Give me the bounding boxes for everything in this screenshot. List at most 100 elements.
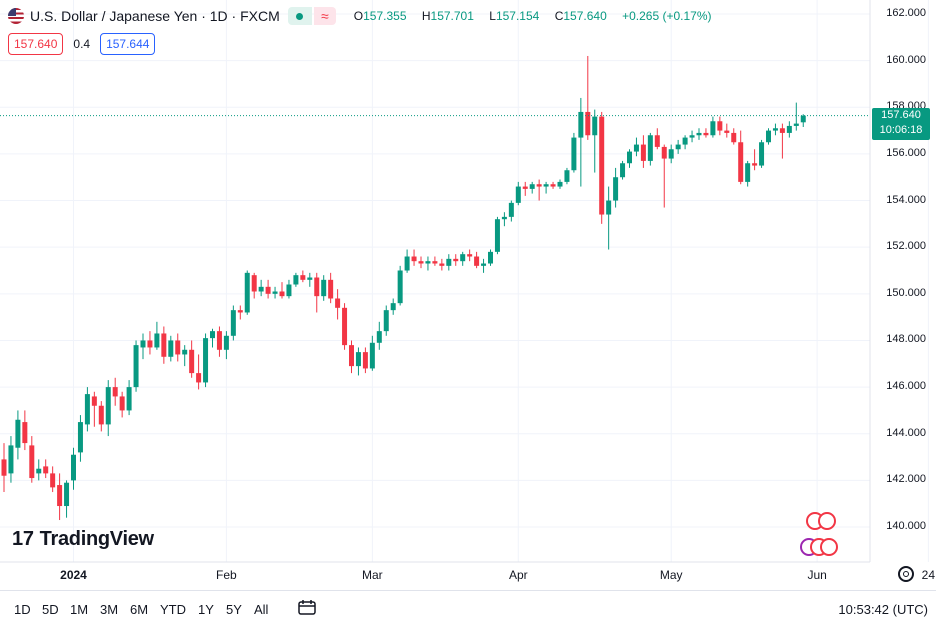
candle-body	[140, 340, 146, 348]
candle	[300, 270, 306, 283]
symbol-title[interactable]: U.S. Dollar / Japanese Yen · 1D · FXCM	[30, 8, 280, 24]
candle-body	[599, 116, 605, 215]
candle-body	[404, 256, 410, 271]
candle	[772, 123, 778, 136]
range-button-5d[interactable]: 5D	[42, 602, 59, 617]
candle-body	[772, 128, 778, 131]
candle-body	[216, 331, 222, 350]
y-tick-label: 140.000	[886, 520, 926, 533]
candle	[147, 331, 153, 355]
candle	[717, 116, 723, 136]
candle-body	[501, 216, 507, 220]
candle-body	[633, 144, 639, 152]
candle-body	[620, 163, 626, 178]
open-value: 157.355	[363, 9, 407, 23]
candle	[223, 331, 229, 360]
candle	[251, 272, 257, 299]
utc-clock[interactable]: 10:53:42 (UTC)	[838, 602, 928, 617]
candle	[328, 272, 334, 304]
tradingview-logo[interactable]: 17 TradingView	[12, 528, 154, 551]
candle-body	[481, 263, 487, 266]
candle	[140, 333, 146, 360]
candle-body	[640, 144, 646, 161]
jp-event-icon[interactable]	[820, 538, 838, 556]
candle	[314, 272, 320, 313]
candle-body	[321, 279, 327, 297]
candle	[112, 377, 118, 406]
candle-body	[119, 396, 125, 411]
candle-body	[536, 184, 542, 187]
range-button-5y[interactable]: 5Y	[226, 602, 242, 617]
candle-body	[77, 422, 83, 453]
candle-body	[230, 310, 236, 336]
candle	[307, 272, 313, 287]
candle	[84, 387, 90, 432]
x-tick-label: Mar	[362, 568, 383, 582]
x-tick-label: 24	[921, 568, 936, 582]
candle	[91, 391, 97, 427]
candle	[501, 212, 507, 227]
candle-body	[383, 310, 389, 332]
range-button-ytd[interactable]: YTD	[160, 602, 186, 617]
candle	[689, 130, 695, 143]
candle	[620, 160, 626, 180]
range-button-3m[interactable]: 3M	[100, 602, 119, 617]
candle-body	[196, 373, 202, 383]
bottom-toolbar: 1D 5D 1M 3M 6M YTD 1Y 5Y All 10:53:42 (UTC)	[0, 590, 936, 621]
buy-price-button[interactable]: 157.644	[100, 33, 156, 55]
candle-body	[91, 396, 97, 406]
candle-body	[390, 303, 396, 311]
candle-body	[522, 186, 528, 189]
range-button-1y[interactable]: 1Y	[198, 602, 214, 617]
candle	[168, 335, 174, 362]
candle	[738, 130, 744, 185]
candle-body	[258, 286, 264, 292]
candle	[404, 249, 410, 273]
settings-icon[interactable]	[898, 566, 914, 582]
candle-body	[418, 261, 424, 264]
last-price-tag: 157.640 10:06:18	[872, 108, 930, 140]
candle	[682, 135, 688, 150]
candle-body	[244, 272, 250, 313]
range-button-6m[interactable]: 6M	[130, 602, 149, 617]
candle-body	[154, 333, 160, 348]
candle-body	[800, 115, 806, 123]
candle	[439, 258, 445, 271]
symbol-header[interactable]: U.S. Dollar / Japanese Yen · 1D · FXCM ≈…	[8, 4, 718, 28]
range-button-1d[interactable]: 1D	[14, 602, 31, 617]
range-button-all[interactable]: All	[254, 602, 269, 617]
candle-body	[223, 335, 229, 350]
candle-body	[112, 387, 118, 397]
sell-price-button[interactable]: 157.640	[8, 33, 64, 55]
x-tick-label: Jun	[807, 568, 827, 582]
candle	[460, 251, 466, 266]
candle-body	[494, 219, 500, 252]
event-markers[interactable]	[800, 512, 840, 558]
candlestick-chart[interactable]	[0, 0, 936, 590]
candle	[349, 340, 354, 374]
candle	[766, 128, 771, 145]
market-status[interactable]: ≈	[287, 7, 336, 25]
tradingview-mark-icon: 17	[12, 528, 34, 550]
candle	[508, 200, 514, 222]
y-tick-label: 146.000	[886, 380, 926, 393]
bid-ask-row: 157.640 0.4 157.644	[8, 33, 156, 55]
candle-body	[8, 445, 14, 474]
candle	[606, 186, 612, 250]
candle-body	[745, 163, 751, 182]
candle	[15, 410, 21, 460]
candle	[335, 289, 341, 320]
candle	[237, 305, 243, 320]
x-tick-label: Apr	[508, 568, 528, 582]
calendar-range-icon[interactable]	[298, 599, 316, 615]
range-button-1m[interactable]: 1M	[70, 602, 89, 617]
candle	[57, 473, 63, 521]
candle-body	[738, 142, 744, 182]
candle-body	[43, 466, 49, 474]
grid	[0, 0, 929, 562]
y-tick-label: 148.000	[886, 333, 926, 346]
us-event-icon[interactable]	[818, 512, 836, 530]
candle	[599, 111, 605, 224]
candle	[571, 132, 577, 173]
tradingview-wordmark: TradingView	[39, 528, 154, 550]
